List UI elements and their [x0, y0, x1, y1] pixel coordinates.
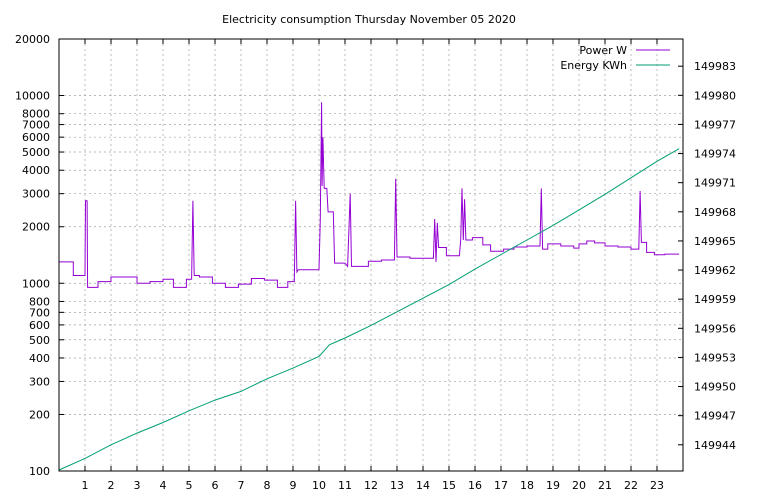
legend-label: Energy KWh	[560, 59, 627, 72]
left-y-tick-label: 7000	[22, 119, 50, 132]
left-y-tick-label: 400	[29, 352, 50, 365]
right-y-axis: 149944 149947 149950 149953 149956 149959 1499…	[678, 60, 736, 452]
left-y-tick-label: 700	[29, 306, 50, 319]
left-y-tick-label: 200	[29, 408, 50, 421]
x-tick-label: 19	[546, 479, 560, 492]
left-y-tick-label: 8000	[22, 108, 50, 121]
right-y-tick-label: 149977	[694, 118, 736, 131]
left-y-tick-label: 20000	[15, 33, 50, 46]
right-y-tick-label: 149962	[694, 264, 736, 277]
left-y-tick-label: 10000	[15, 90, 50, 103]
left-y-tick-label: 6000	[22, 131, 50, 144]
x-tick-label: 3	[134, 479, 141, 492]
right-y-tick-label: 149959	[694, 293, 736, 306]
left-y-tick-label: 300	[29, 375, 50, 388]
right-y-tick-label: 149947	[694, 410, 736, 423]
right-y-tick-label: 149980	[694, 89, 736, 102]
x-tick-label: 8	[264, 479, 271, 492]
grid	[59, 38, 683, 472]
left-y-tick-label: 3000	[22, 188, 50, 201]
x-tick-label: 15	[442, 479, 456, 492]
x-tick-label: 4	[160, 479, 167, 492]
left-y-tick-label: 2000	[22, 221, 50, 234]
right-y-tick-label: 149950	[694, 381, 736, 394]
x-tick-label: 11	[338, 479, 352, 492]
x-tick-label: 12	[364, 479, 378, 492]
right-y-tick-label: 149953	[694, 351, 736, 364]
x-tick-label: 1	[82, 479, 89, 492]
right-y-tick-label: 149983	[694, 60, 736, 73]
x-axis: 1 2 3 4 5 6 7 8 9 10 11 12 13 14 15 16 17 18 19 20 21 22 23	[82, 39, 664, 492]
series-line	[58, 148, 680, 471]
x-tick-label: 23	[650, 479, 664, 492]
right-y-tick-label: 149974	[694, 148, 736, 161]
x-tick-label: 10	[312, 479, 326, 492]
plot-area	[58, 102, 680, 471]
x-tick-label: 5	[186, 479, 193, 492]
legend-label: Power W	[579, 44, 627, 57]
left-y-tick-label: 500	[29, 334, 50, 347]
x-tick-label: 18	[520, 479, 534, 492]
x-tick-label: 2	[108, 479, 115, 492]
x-tick-label: 6	[212, 479, 219, 492]
right-y-tick-label: 149944	[694, 439, 736, 452]
plot-frame	[58, 38, 684, 472]
x-tick-label: 13	[390, 479, 404, 492]
x-tick-label: 7	[238, 479, 245, 492]
left-y-tick-label: 5000	[22, 146, 50, 159]
x-tick-label: 16	[468, 479, 482, 492]
x-tick-label: 20	[572, 479, 586, 492]
left-y-tick-label: 800	[29, 295, 50, 308]
x-tick-label: 21	[598, 479, 612, 492]
left-y-tick-label: 1000	[22, 277, 50, 290]
chart-title: Electricity consumption Thursday Novembe…	[222, 13, 516, 26]
x-tick-label: 17	[494, 479, 508, 492]
right-y-tick-label: 149971	[694, 177, 736, 190]
left-y-tick-label: 4000	[22, 164, 50, 177]
series-line	[59, 102, 680, 288]
left-y-tick-label: 600	[29, 319, 50, 332]
x-tick-label: 22	[624, 479, 638, 492]
right-y-tick-label: 149956	[694, 322, 736, 335]
right-y-tick-label: 149968	[694, 206, 736, 219]
right-y-tick-label: 149965	[694, 235, 736, 248]
left-y-tick-label: 100	[29, 465, 50, 478]
x-tick-label: 14	[416, 479, 430, 492]
x-tick-label: 9	[290, 479, 297, 492]
legend: Power W Energy KWh	[560, 44, 670, 72]
